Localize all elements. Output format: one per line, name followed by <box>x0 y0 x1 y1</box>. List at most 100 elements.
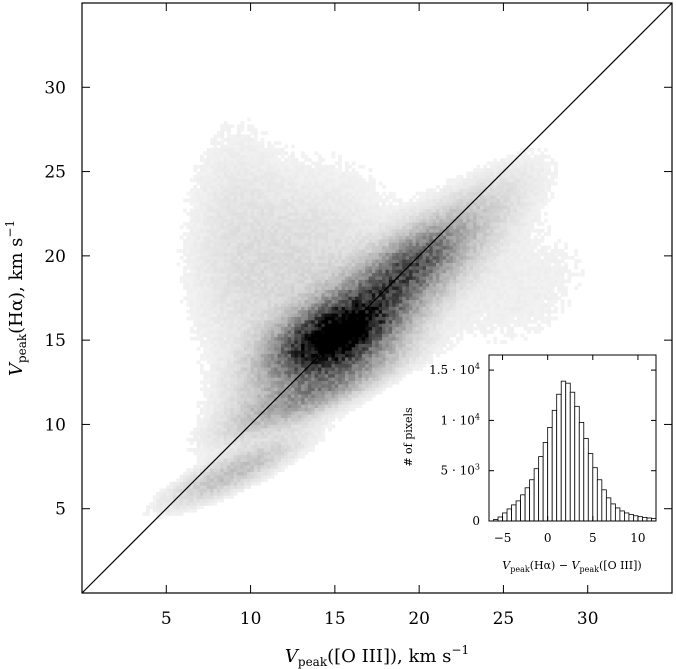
density-cell <box>291 265 295 270</box>
density-cell <box>318 255 322 260</box>
density-cell <box>291 279 295 284</box>
density-cell <box>240 201 245 206</box>
density-cell <box>243 431 248 435</box>
density-cell <box>233 461 238 466</box>
density-cell <box>243 444 248 449</box>
density-cell <box>250 380 255 385</box>
density-cell <box>270 174 275 179</box>
density-cell <box>314 431 319 435</box>
density-cell <box>183 265 187 270</box>
density-cell <box>304 451 309 456</box>
density-cell <box>253 134 258 139</box>
density-cell <box>240 286 245 290</box>
density-cell <box>193 488 198 493</box>
density-cell <box>233 174 238 179</box>
density-cell <box>348 225 353 230</box>
density-cell <box>237 454 241 459</box>
density-cell <box>243 330 248 334</box>
density-cell <box>311 387 316 392</box>
density-cell <box>338 205 342 210</box>
density-cell <box>341 340 346 344</box>
density-cell <box>348 279 353 284</box>
density-cell <box>351 171 356 176</box>
density-cell <box>331 249 336 253</box>
density-cell <box>203 208 208 213</box>
density-cell <box>355 205 359 210</box>
density-cell <box>230 394 235 398</box>
density-cell <box>223 232 228 237</box>
density-cell <box>260 144 265 149</box>
density-cell <box>304 242 309 247</box>
density-cell <box>331 198 336 203</box>
density-cell <box>311 289 316 294</box>
density-cell <box>301 431 305 435</box>
density-cell <box>270 191 275 196</box>
density-cell <box>267 141 272 145</box>
density-cell <box>270 421 275 425</box>
density-cell <box>284 174 289 179</box>
density-cell <box>237 188 241 193</box>
density-cell <box>304 421 309 425</box>
density-cell <box>257 252 262 257</box>
density-cell <box>223 215 228 220</box>
density-cell <box>314 323 319 328</box>
density-cell <box>203 357 208 361</box>
density-cell <box>338 387 342 392</box>
density-cell <box>301 360 305 365</box>
density-cell <box>216 421 221 425</box>
density-cell <box>307 235 312 240</box>
density-cell <box>270 404 275 408</box>
density-cell <box>264 397 268 402</box>
density-cell <box>223 471 228 476</box>
density-cell <box>301 154 305 159</box>
density-cell <box>301 414 305 419</box>
density-cell <box>200 313 204 317</box>
density-cell <box>240 357 245 361</box>
density-cell <box>250 437 255 442</box>
density-cell <box>203 178 208 183</box>
density-cell <box>277 350 282 355</box>
density-cell <box>189 195 194 199</box>
density-cell <box>365 262 369 267</box>
density-cell <box>274 367 278 371</box>
density-cell <box>213 171 218 176</box>
density-cell <box>264 299 268 304</box>
density-cell <box>321 272 326 277</box>
density-cell <box>230 228 235 233</box>
density-cell <box>226 205 231 210</box>
density-cell <box>260 279 265 284</box>
density-cell <box>274 410 278 415</box>
density-cell <box>220 191 224 196</box>
density-cell <box>206 171 211 176</box>
density-cell <box>243 424 248 429</box>
density-cell <box>193 249 198 253</box>
density-cell <box>230 178 235 183</box>
density-cell <box>230 164 235 169</box>
density-cell <box>294 306 299 311</box>
density-cell <box>200 286 204 290</box>
density-cell <box>341 410 346 415</box>
density-cell <box>284 303 289 307</box>
density-cell <box>196 303 201 307</box>
density-cell <box>274 336 278 341</box>
density-cell <box>294 424 299 429</box>
density-cell <box>220 340 224 344</box>
density-cell <box>206 346 211 351</box>
density-cell <box>328 265 332 270</box>
density-cell <box>179 505 184 510</box>
density-cell <box>334 319 339 324</box>
density-cell <box>277 286 282 290</box>
density-cell <box>226 485 231 489</box>
density-cell <box>297 383 302 388</box>
density-cell <box>210 282 214 287</box>
density-cell <box>294 185 299 189</box>
density-cell <box>203 448 208 452</box>
density-cell <box>365 255 369 260</box>
density-cell <box>297 380 302 385</box>
density-cell <box>264 478 268 483</box>
density-cell <box>341 269 346 274</box>
density-cell <box>291 282 295 287</box>
density-cell <box>226 353 231 358</box>
density-cell <box>365 353 369 358</box>
density-cell <box>314 309 319 314</box>
